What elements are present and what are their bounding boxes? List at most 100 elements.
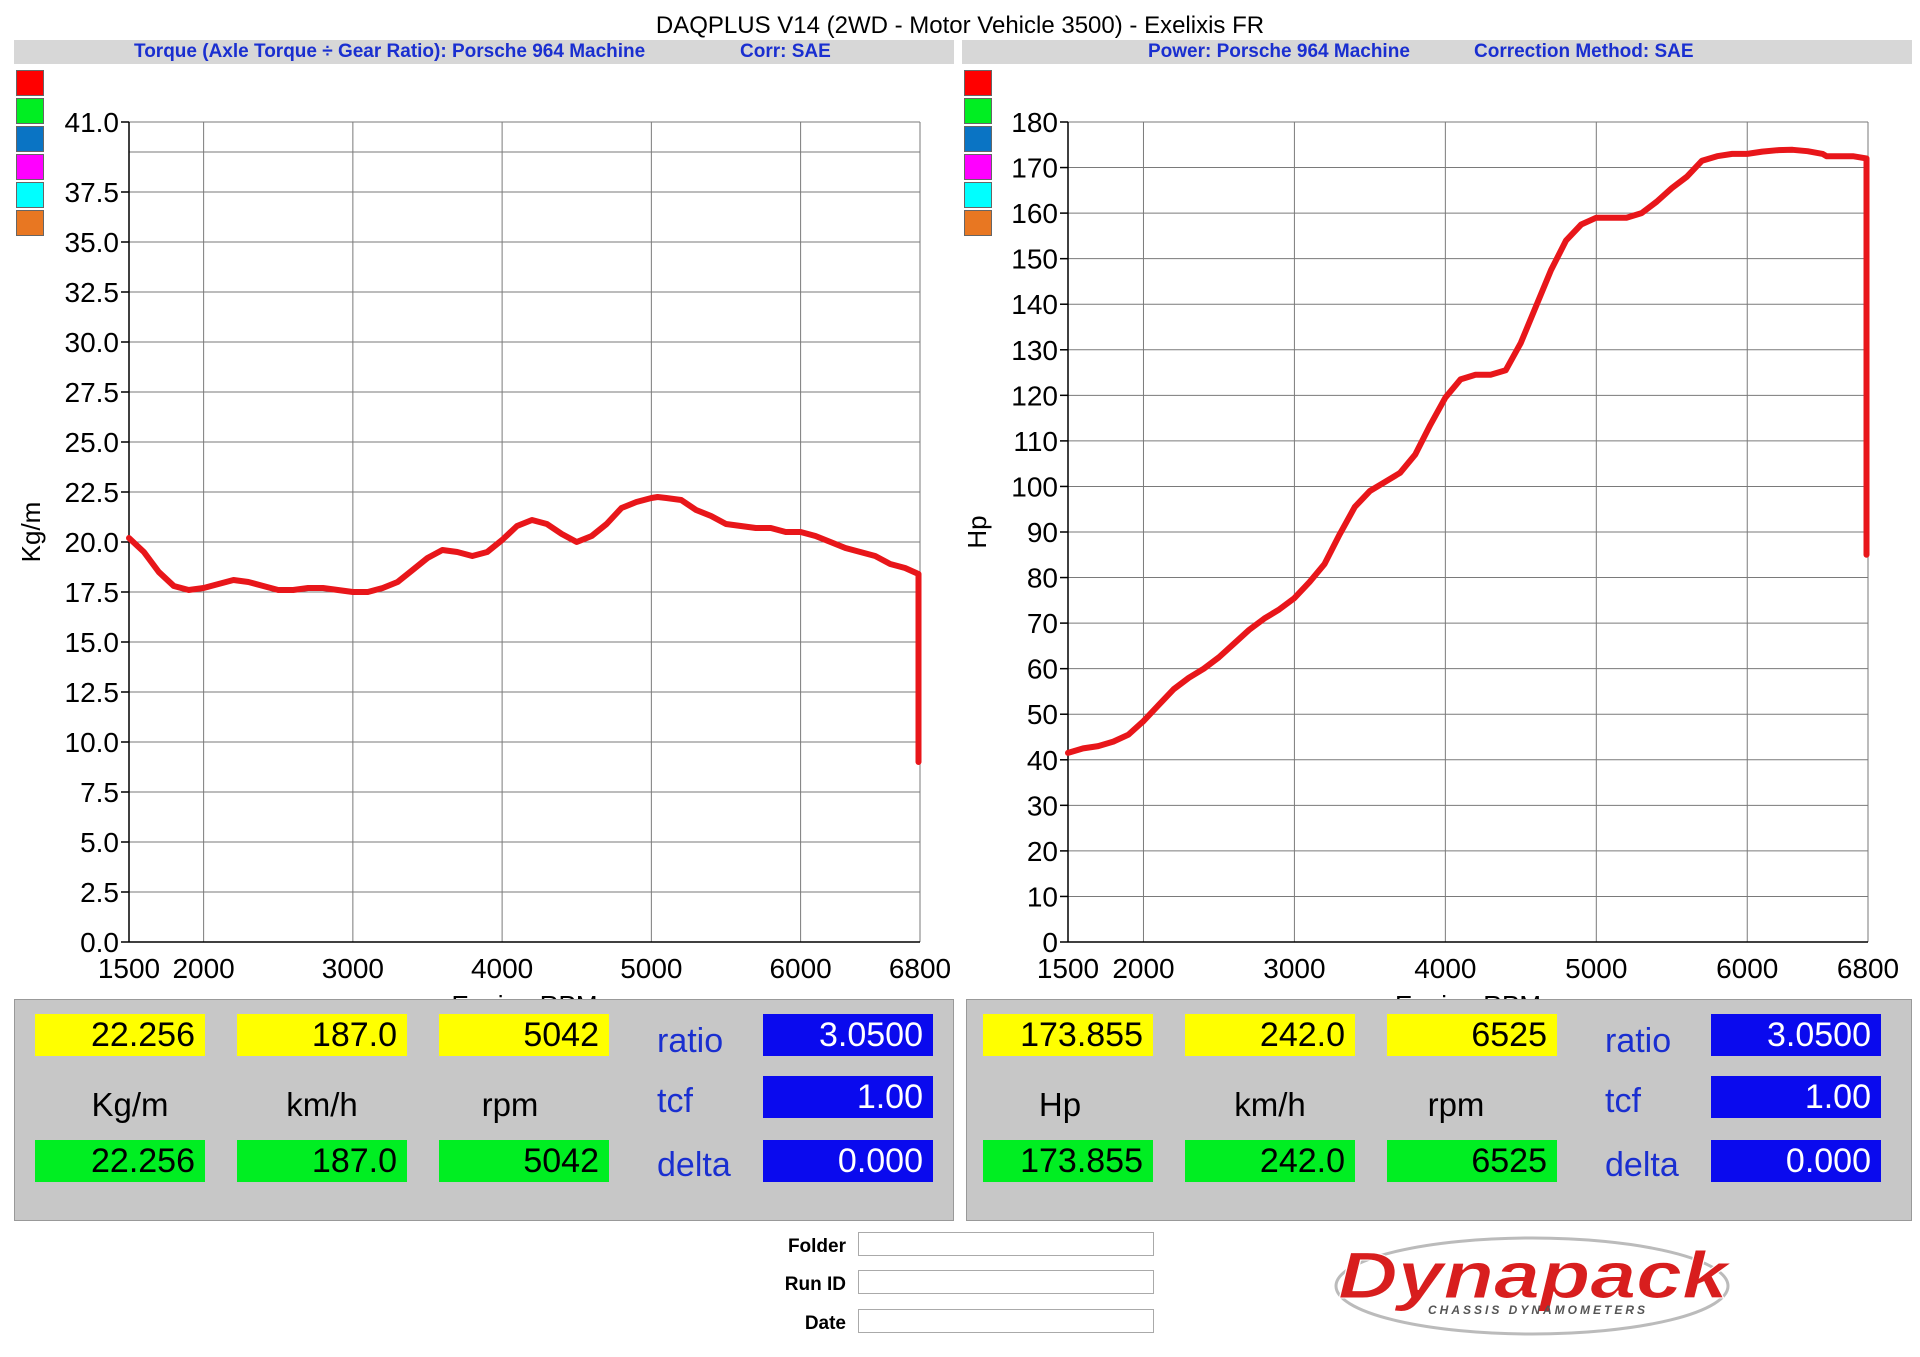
legend-swatch-blue[interactable] xyxy=(964,126,992,152)
y-tick-label: 10.0 xyxy=(65,727,120,758)
y-tick-label: 12.5 xyxy=(65,677,120,708)
x-tick-label: 5000 xyxy=(620,953,682,984)
param-tcf-field[interactable]: 1.00 xyxy=(763,1076,933,1118)
y-tick-label: 140 xyxy=(1011,289,1058,320)
y-tick-label: 20 xyxy=(1027,836,1058,867)
y-tick-label: 2.5 xyxy=(80,877,119,908)
x-tick-label: 4000 xyxy=(1414,953,1476,984)
y-tick-label: 5.0 xyxy=(80,827,119,858)
folder-label: Folder xyxy=(787,1236,846,1257)
param-delta-field[interactable]: 0.000 xyxy=(1711,1140,1881,1182)
dynapack-logo: Dynapack CHASSIS DYNAMOMETERS xyxy=(1334,1236,1733,1336)
unit-kgm: Kg/m xyxy=(91,1086,169,1123)
unit-rpm: rpm xyxy=(1427,1086,1485,1123)
y-tick-label: 0.0 xyxy=(80,927,119,958)
readout-speed-value: 187.0 xyxy=(237,1014,407,1056)
y-tick-label: 30 xyxy=(1027,790,1058,821)
torque-plot-area: 0.0 2.5 5.0 7.5 10.0 12.5 15.0 17.5 20.0 22.5 25.0… xyxy=(14,64,954,1020)
run-id-input[interactable] xyxy=(858,1270,1154,1294)
y-axis-label: Hp xyxy=(962,515,992,548)
data-curve xyxy=(1065,146,1870,756)
y-axis-label: Kg/m xyxy=(16,502,46,563)
x-tick-label: 2000 xyxy=(1112,953,1174,984)
readout-power-value: 173.855 xyxy=(983,1014,1153,1056)
readout-torque-value: 22.256 xyxy=(35,1014,205,1056)
y-tick-label: 60 xyxy=(1027,654,1058,685)
legend-swatch-red[interactable] xyxy=(16,70,44,96)
param-tcf-label: tcf xyxy=(657,1082,693,1120)
y-tick-label: 10 xyxy=(1027,881,1058,912)
y-tick-label: 37.5 xyxy=(65,177,120,208)
legend-swatch-cyan[interactable] xyxy=(964,182,992,208)
y-tick-label: 41.0 xyxy=(65,107,120,138)
torque-panel-title: Torque (Axle Torque ÷ Gear Ratio): Porsc… xyxy=(134,41,646,62)
power-panel-header: Power: Porsche 964 Machine Correction Me… xyxy=(962,40,1912,64)
date-input[interactable] xyxy=(858,1309,1154,1333)
y-tick-label: 30.0 xyxy=(65,327,120,358)
x-tick-label: 6000 xyxy=(769,953,831,984)
unit-kmh: km/h xyxy=(286,1086,358,1123)
readout-speed-value: 242.0 xyxy=(1185,1014,1355,1056)
y-tick-label: 22.5 xyxy=(65,477,120,508)
folder-input[interactable] xyxy=(858,1232,1154,1256)
power-panel-correction: Correction Method: SAE xyxy=(1474,41,1694,62)
y-tick-label: 80 xyxy=(1027,563,1058,594)
legend-swatch-cyan[interactable] xyxy=(16,182,44,208)
legend-swatch-orange[interactable] xyxy=(964,210,992,236)
torque-panel-header: Torque (Axle Torque ÷ Gear Ratio): Porsc… xyxy=(14,40,954,64)
readout-rpm-value: 6525 xyxy=(1387,1014,1557,1056)
logo-tagline: CHASSIS DYNAMOMETERS xyxy=(1428,1303,1648,1317)
y-tick-label: 7.5 xyxy=(80,777,119,808)
x-tick-label: 3000 xyxy=(322,953,384,984)
y-tick-label: 170 xyxy=(1011,153,1058,184)
x-tick-label: 1500 xyxy=(98,953,160,984)
param-ratio-field[interactable]: 3.0500 xyxy=(1711,1014,1881,1056)
legend-swatch-magenta[interactable] xyxy=(964,154,992,180)
legend-swatch-blue[interactable] xyxy=(16,126,44,152)
power-panel-title: Power: Porsche 964 Machine xyxy=(1148,41,1410,62)
y-tick-label: 70 xyxy=(1027,608,1058,639)
y-tick-label: 35.0 xyxy=(65,227,120,258)
torque-panel: Torque (Axle Torque ÷ Gear Ratio): Porsc… xyxy=(14,40,954,1020)
logo-wordmark: Dynapack xyxy=(1338,1238,1732,1312)
x-tick-label: 5000 xyxy=(1565,953,1627,984)
app-title: DAQPLUS V14 (2WD - Motor Vehicle 3500) -… xyxy=(655,12,1265,39)
y-tick-label: 100 xyxy=(1011,471,1058,502)
y-tick-label: 90 xyxy=(1027,517,1058,548)
legend-swatch-orange[interactable] xyxy=(16,210,44,236)
power-readout: 173.855 242.0 6525 Hp km/h rpm 173.855 2… xyxy=(966,999,1912,1221)
y-tick-label: 20.0 xyxy=(65,527,120,558)
unit-hp: Hp xyxy=(1038,1086,1082,1123)
y-tick-label: 150 xyxy=(1011,244,1058,275)
readout-rpm-compare: 5042 xyxy=(439,1140,609,1182)
y-tick-label: 0 xyxy=(1042,927,1058,958)
legend-swatch-green[interactable] xyxy=(16,98,44,124)
legend-swatch-magenta[interactable] xyxy=(16,154,44,180)
param-tcf-label: tcf xyxy=(1605,1082,1641,1120)
power-panel: Power: Porsche 964 Machine Correction Me… xyxy=(962,40,1912,1020)
param-ratio-label: ratio xyxy=(1605,1022,1672,1060)
x-tick-label: 6800 xyxy=(1837,953,1899,984)
y-tick-label: 25.0 xyxy=(65,427,120,458)
legend-swatch-green[interactable] xyxy=(964,98,992,124)
readout-rpm-value: 5042 xyxy=(439,1014,609,1056)
y-tick-label: 32.5 xyxy=(65,277,120,308)
unit-rpm: rpm xyxy=(481,1086,539,1123)
param-ratio-field[interactable]: 3.0500 xyxy=(763,1014,933,1056)
y-tick-label: 120 xyxy=(1011,380,1058,411)
legend-swatch-red[interactable] xyxy=(964,70,992,96)
x-tick-label: 3000 xyxy=(1263,953,1325,984)
y-tick-label: 180 xyxy=(1011,107,1058,138)
data-curve xyxy=(126,494,922,765)
param-tcf-field[interactable]: 1.00 xyxy=(1711,1076,1881,1118)
param-ratio-label: ratio xyxy=(657,1022,724,1060)
y-tick-label: 160 xyxy=(1011,198,1058,229)
logo-swoosh xyxy=(1334,1236,1730,1336)
torque-readout: 22.256 187.0 5042 Kg/m km/h rpm 22.256 1… xyxy=(14,999,954,1221)
readout-speed-compare: 187.0 xyxy=(237,1140,407,1182)
param-delta-field[interactable]: 0.000 xyxy=(763,1140,933,1182)
y-tick-label: 130 xyxy=(1011,335,1058,366)
x-tick-label: 6000 xyxy=(1716,953,1778,984)
x-tick-label: 6800 xyxy=(889,953,951,984)
y-tick-label: 40 xyxy=(1027,745,1058,776)
